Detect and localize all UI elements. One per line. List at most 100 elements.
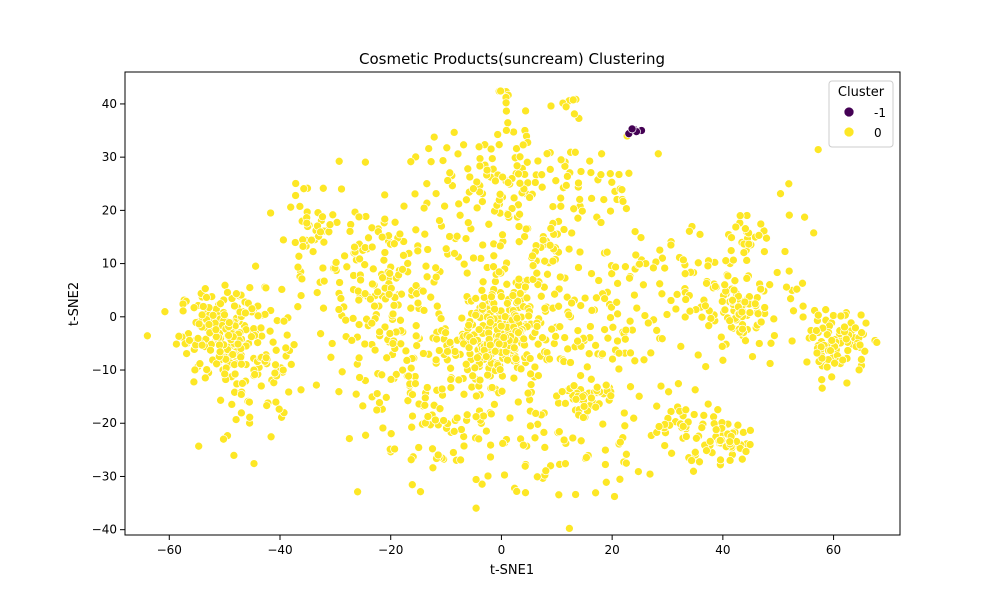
x-tick-label: 40 [715,543,730,557]
scatter-point-cluster-0 [564,244,574,254]
scatter-point-cluster-0 [215,347,225,357]
scatter-point-cluster-0 [615,474,625,484]
scatter-point-cluster-0 [620,421,630,431]
scatter-point-cluster-0 [378,423,388,433]
scatter-point-cluster-0 [418,286,428,296]
scatter-point-cluster-0 [568,95,578,105]
scatter-point-cluster-0 [256,381,266,391]
scatter-point-cluster-0 [645,469,655,479]
scatter-point-cluster-0 [817,353,827,363]
scatter-point-cluster-0 [614,348,624,358]
scatter-point-cluster-0 [574,178,583,188]
scatter-point-cluster-0 [822,362,832,372]
scatter-point-cluster-0 [432,301,442,311]
scatter-point-cluster-0 [434,346,444,355]
scatter-point-cluster-0 [487,292,496,302]
scatter-point-cluster-0 [742,274,752,283]
scatter-point-cluster-0 [204,320,214,329]
scatter-point-cluster-0 [841,334,851,344]
scatter-point-cluster-0 [576,301,586,310]
scatter-point-cluster-0 [356,275,365,285]
scatter-point-cluster-0 [277,285,287,294]
scatter-point-cluster-0 [826,346,835,355]
scatter-point-cluster-0 [511,354,521,364]
scatter-point-cluster-0 [472,203,482,213]
scatter-point-cluster-0 [512,313,522,323]
scatter-point-cluster-0 [360,339,370,349]
scatter-point-cluster-0 [486,144,496,154]
scatter-point-cluster-0 [499,333,509,342]
scatter-point-cluster-0 [395,229,405,239]
scatter-point-cluster-0 [549,339,559,348]
scatter-point-cluster-0 [446,383,456,392]
scatter-point-cluster-0 [197,310,207,320]
scatter-point-cluster-0 [521,224,531,234]
scatter-point-cluster-0 [591,488,600,498]
scatter-point-cluster-0 [353,487,362,497]
scatter-point-cluster-0 [711,425,721,435]
scatter-point-cluster-0 [808,333,818,342]
x-tick-label: −60 [157,543,182,557]
scatter-point-cluster-0 [351,389,361,399]
scatter-point-cluster-0 [290,238,300,247]
scatter-point-cluster-0 [563,172,572,181]
scatter-point-cluster-0 [375,327,384,337]
scatter-point-cluster-0 [237,408,246,418]
scatter-point-cluster-0 [554,427,564,437]
scatter-point-cluster-0 [509,127,518,137]
scatter-point-cluster-0 [655,245,665,255]
scatter-point-cluster-0 [268,337,278,347]
scatter-point-cluster-0 [389,301,399,310]
scatter-point-cluster-0 [508,291,518,300]
scatter-point-cluster-0 [337,184,346,194]
y-tick-label: −20 [92,416,117,430]
scatter-point-cluster-0 [481,352,491,361]
scatter-point-cluster-0 [355,373,364,382]
scatter-point-cluster-0 [741,447,751,456]
scatter-point-cluster-0 [660,441,670,450]
scatter-point-cluster-0 [403,259,413,268]
scatter-point-cluster-0 [445,338,455,347]
scatter-point-cluster-0 [667,448,676,458]
scatter-point-cluster-0 [568,433,578,443]
scatter-point-cluster-0 [194,319,204,329]
scatter-point-cluster-0 [630,290,639,300]
scatter-point-cluster-0 [530,433,540,443]
scatter-point-cluster-0 [318,263,328,273]
scatter-point-cluster-0 [474,142,484,152]
scatter-point-cluster-0 [515,178,525,188]
scatter-point-cluster-0 [408,411,417,421]
scatter-point-cluster-0 [701,362,711,371]
scatter-point-cluster-0 [407,422,417,432]
scatter-point-cluster-0 [284,387,294,397]
scatter-point-cluster-0 [554,301,563,311]
scatter-point-cluster-0 [490,400,499,409]
scatter-point-cluster-0 [701,301,710,311]
scatter-point-cluster-0 [608,322,618,332]
scatter-point-cluster-0 [857,328,866,338]
scatter-point-cluster-0 [528,251,537,261]
scatter-point-cluster-0 [358,401,368,411]
legend-marker [843,106,855,118]
scatter-point-cluster-0 [685,306,695,316]
scatter-point-cluster-0 [491,176,500,186]
scatter-point-cluster-0 [784,179,794,189]
scatter-point-cluster-0 [361,157,370,167]
scatter-point-cluster-0 [265,326,275,336]
scatter-point-cluster-0 [614,170,624,179]
scatter-point-cluster-0 [501,98,511,108]
scatter-point-cluster-0 [528,261,538,270]
scatter-point-cluster-0 [227,400,237,409]
scatter-point-cluster-0 [364,233,373,243]
scatter-point-cluster-0 [640,311,650,320]
scatter-point-cluster-0 [692,433,701,443]
scatter-point-cluster-0 [312,380,321,390]
scatter-point-cluster-0 [516,364,526,374]
scatter-point-cluster-0 [485,318,495,327]
scatter-point-cluster-0 [471,412,481,422]
scatter-point-cluster-0 [278,365,288,375]
scatter-point-cluster-0 [597,149,606,159]
scatter-point-cluster-0 [439,416,448,425]
scatter-point-cluster-0 [502,279,512,289]
scatter-point-cluster-0 [798,278,807,288]
